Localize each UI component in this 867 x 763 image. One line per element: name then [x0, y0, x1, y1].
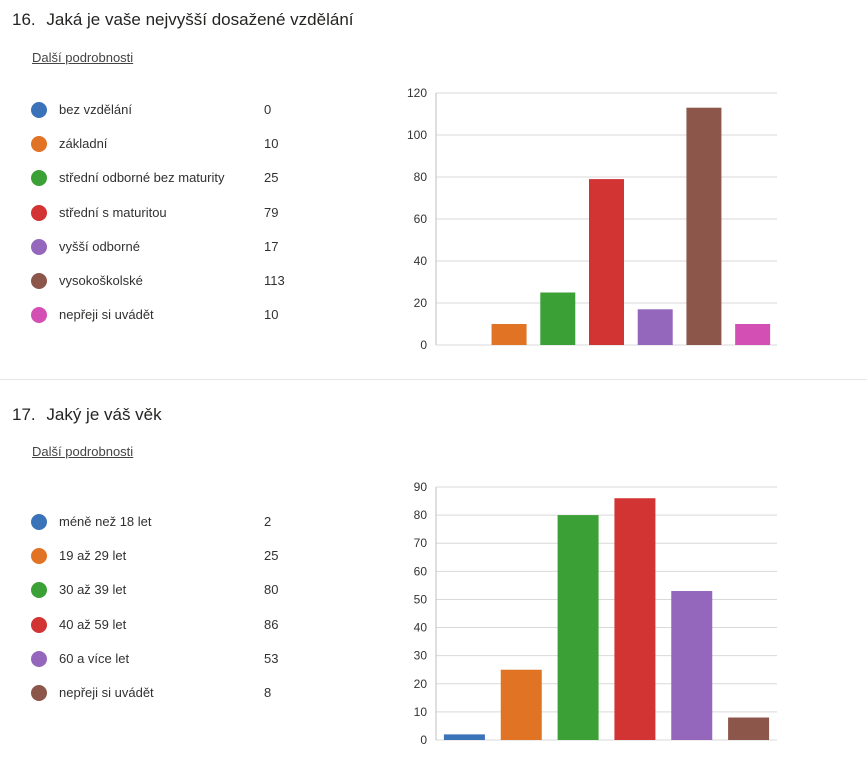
legend-label: střední s maturitou: [59, 204, 167, 220]
y-tick-label: 10: [414, 705, 428, 719]
legend-count: 53: [264, 650, 279, 666]
question-number: 16.: [12, 10, 36, 29]
bar-chart: 020406080100120bez vzdělání: 0základní: …: [407, 86, 777, 352]
more-details-link[interactable]: Další podrobnosti: [32, 50, 134, 65]
legend-item: nepřeji si uvádět 8: [30, 682, 330, 716]
legend-item: 30 až 39 let 80: [30, 579, 330, 613]
y-tick-label: 20: [414, 296, 428, 310]
bar[interactable]: vyšší odborné: 17: [637, 309, 673, 345]
legend-color-dot: [31, 307, 47, 324]
legend-label: střední odborné bez maturity: [59, 170, 225, 186]
legend: bez vzdělání 0 základní 10 střední odborné…: [30, 99, 330, 338]
bar[interactable]: základní: 10: [491, 324, 527, 345]
legend-item: méně než 18 let 2: [30, 511, 330, 545]
legend-item: střední s maturitou 79: [30, 202, 330, 236]
y-tick-label: 20: [414, 677, 428, 691]
y-tick-label: 30: [414, 649, 428, 663]
question-17: 17. Jaký je váš věk Další podrobnosti mé…: [0, 381, 867, 763]
bar[interactable]: 40 až 59 let: 86: [614, 498, 656, 740]
bar[interactable]: 19 až 29 let: 25: [500, 669, 542, 740]
y-tick-label: 60: [414, 212, 428, 226]
legend-item: střední odborné bez maturity 25: [30, 167, 330, 201]
legend-count: 10: [264, 307, 279, 323]
legend-count: 86: [264, 616, 279, 632]
legend-item: 40 až 59 let 86: [30, 614, 330, 648]
bar[interactable]: vysokoškolské: 113: [686, 107, 722, 345]
legend: méně než 18 let 2 19 až 29 let 25 30 až 39…: [30, 511, 330, 716]
legend-color-dot: [31, 616, 47, 633]
legend-item: bez vzdělání 0: [30, 99, 330, 133]
question-title: 17. Jaký je váš věk: [12, 405, 162, 425]
bar[interactable]: 30 až 39 let: 80: [557, 515, 599, 740]
legend-label: vysokoškolské: [59, 272, 143, 288]
legend-item: 60 a více let 53: [30, 648, 330, 682]
question-text: Jaká je vaše nejvyšší dosažené vzdělání: [46, 10, 354, 29]
legend-count: 113: [264, 272, 285, 288]
legend-label: vyšší odborné: [59, 238, 140, 254]
legend-count: 79: [264, 204, 279, 220]
legend-label: základní: [59, 136, 108, 152]
y-tick-label: 100: [407, 128, 427, 142]
legend-label: 40 až 59 let: [59, 616, 127, 632]
y-tick-label: 0: [420, 733, 427, 747]
legend-color-dot: [31, 102, 47, 118]
legend-count: 17: [264, 238, 279, 254]
legend-item: základní 10: [30, 133, 330, 167]
legend-color-dot: [31, 548, 47, 565]
y-tick-label: 80: [414, 508, 428, 522]
question-16: 16. Jaká je vaše nejvyšší dosažené vzděl…: [0, 0, 867, 380]
legend-count: 25: [264, 170, 279, 186]
y-tick-label: 40: [414, 254, 428, 268]
legend-label: 19 až 29 let: [59, 548, 127, 564]
legend-item: 19 až 29 let 25: [30, 545, 330, 579]
y-tick-label: 90: [414, 480, 428, 494]
legend-item: vyšší odborné 17: [30, 236, 330, 270]
legend-color-dot: [31, 514, 47, 530]
legend-color-dot: [31, 650, 47, 667]
question-text: Jaký je váš věk: [46, 405, 162, 424]
y-tick-label: 80: [414, 170, 428, 184]
bar[interactable]: méně než 18 let: 2: [443, 734, 485, 740]
more-details-link[interactable]: Další podrobnosti: [32, 444, 134, 459]
legend-label: méně než 18 let: [59, 514, 152, 529]
bar[interactable]: 60 a více let: 53: [671, 591, 713, 740]
legend-color-dot: [31, 582, 47, 599]
legend-label: 30 až 39 let: [59, 582, 127, 598]
legend-count: 10: [264, 136, 279, 152]
bar-chart: 0 10 20 30 40 50 60 70 80 90 méně než 18 let: 2 19 …: [414, 480, 777, 747]
legend-color-dot: [31, 684, 47, 701]
legend-item: vysokoškolské 113: [30, 270, 330, 304]
legend-color-dot: [31, 170, 47, 187]
legend-count: 0: [264, 102, 272, 117]
legend-item: nepřeji si uvádět 10: [30, 304, 330, 338]
legend-color-dot: [31, 238, 47, 255]
y-tick-label: 120: [407, 86, 427, 100]
legend-count: 2: [264, 514, 272, 529]
y-tick-label: 70: [414, 536, 428, 550]
y-tick-label: 40: [414, 621, 428, 635]
legend-label: nepřeji si uvádět: [59, 307, 154, 323]
bar[interactable]: nepřeji si uvádět: 8: [728, 717, 770, 740]
legend-count: 80: [264, 582, 279, 598]
bar[interactable]: nepřeji si uvádět: 10: [735, 324, 771, 345]
bar[interactable]: střední odborné bez maturity: 25: [540, 292, 576, 346]
legend-color-dot: [31, 272, 47, 289]
legend-count: 25: [264, 548, 279, 564]
question-number: 17.: [12, 405, 36, 424]
y-tick-label: 50: [414, 592, 428, 606]
legend-label: bez vzdělání: [59, 102, 132, 117]
section-divider: [0, 379, 867, 380]
legend-count: 8: [264, 684, 272, 700]
legend-color-dot: [31, 136, 47, 153]
bar[interactable]: střední s maturitou: 79: [589, 179, 624, 345]
legend-label: 60 a více let: [59, 650, 130, 666]
y-tick-label: 0: [420, 338, 427, 352]
legend-label: nepřeji si uvádět: [59, 684, 154, 700]
y-tick-label: 60: [414, 564, 428, 578]
question-title: 16. Jaká je vaše nejvyšší dosažené vzděl…: [12, 10, 354, 30]
legend-color-dot: [31, 204, 47, 221]
